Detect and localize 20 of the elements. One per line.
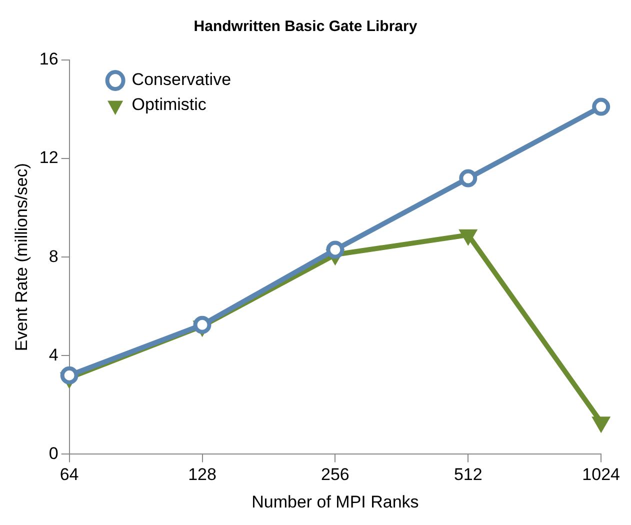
x-axis-title: Number of MPI Ranks xyxy=(252,492,419,512)
y-tick-label: 16 xyxy=(39,50,58,69)
chart-title: Handwritten Basic Gate Library xyxy=(194,18,418,36)
x-tick-label: 512 xyxy=(454,465,482,484)
point xyxy=(459,169,478,188)
x-tick-label: 256 xyxy=(321,465,350,484)
y-axis-title: Event Rate (millions/sec) xyxy=(12,163,31,352)
legend-label: Optimistic xyxy=(132,95,207,114)
legend-label: Conservative xyxy=(132,70,232,90)
y-tick-label: 12 xyxy=(39,148,58,168)
x-tick-label: 128 xyxy=(188,465,216,484)
y-tick-label: 4 xyxy=(48,345,58,364)
y-tick-label: 0 xyxy=(48,444,58,463)
point xyxy=(592,98,610,116)
y-tick-label: 8 xyxy=(48,246,58,266)
x-tick-label: 1024 xyxy=(582,465,620,484)
point xyxy=(193,316,212,334)
point xyxy=(326,240,344,259)
x-tick-label: 64 xyxy=(60,465,79,484)
point xyxy=(60,366,78,384)
